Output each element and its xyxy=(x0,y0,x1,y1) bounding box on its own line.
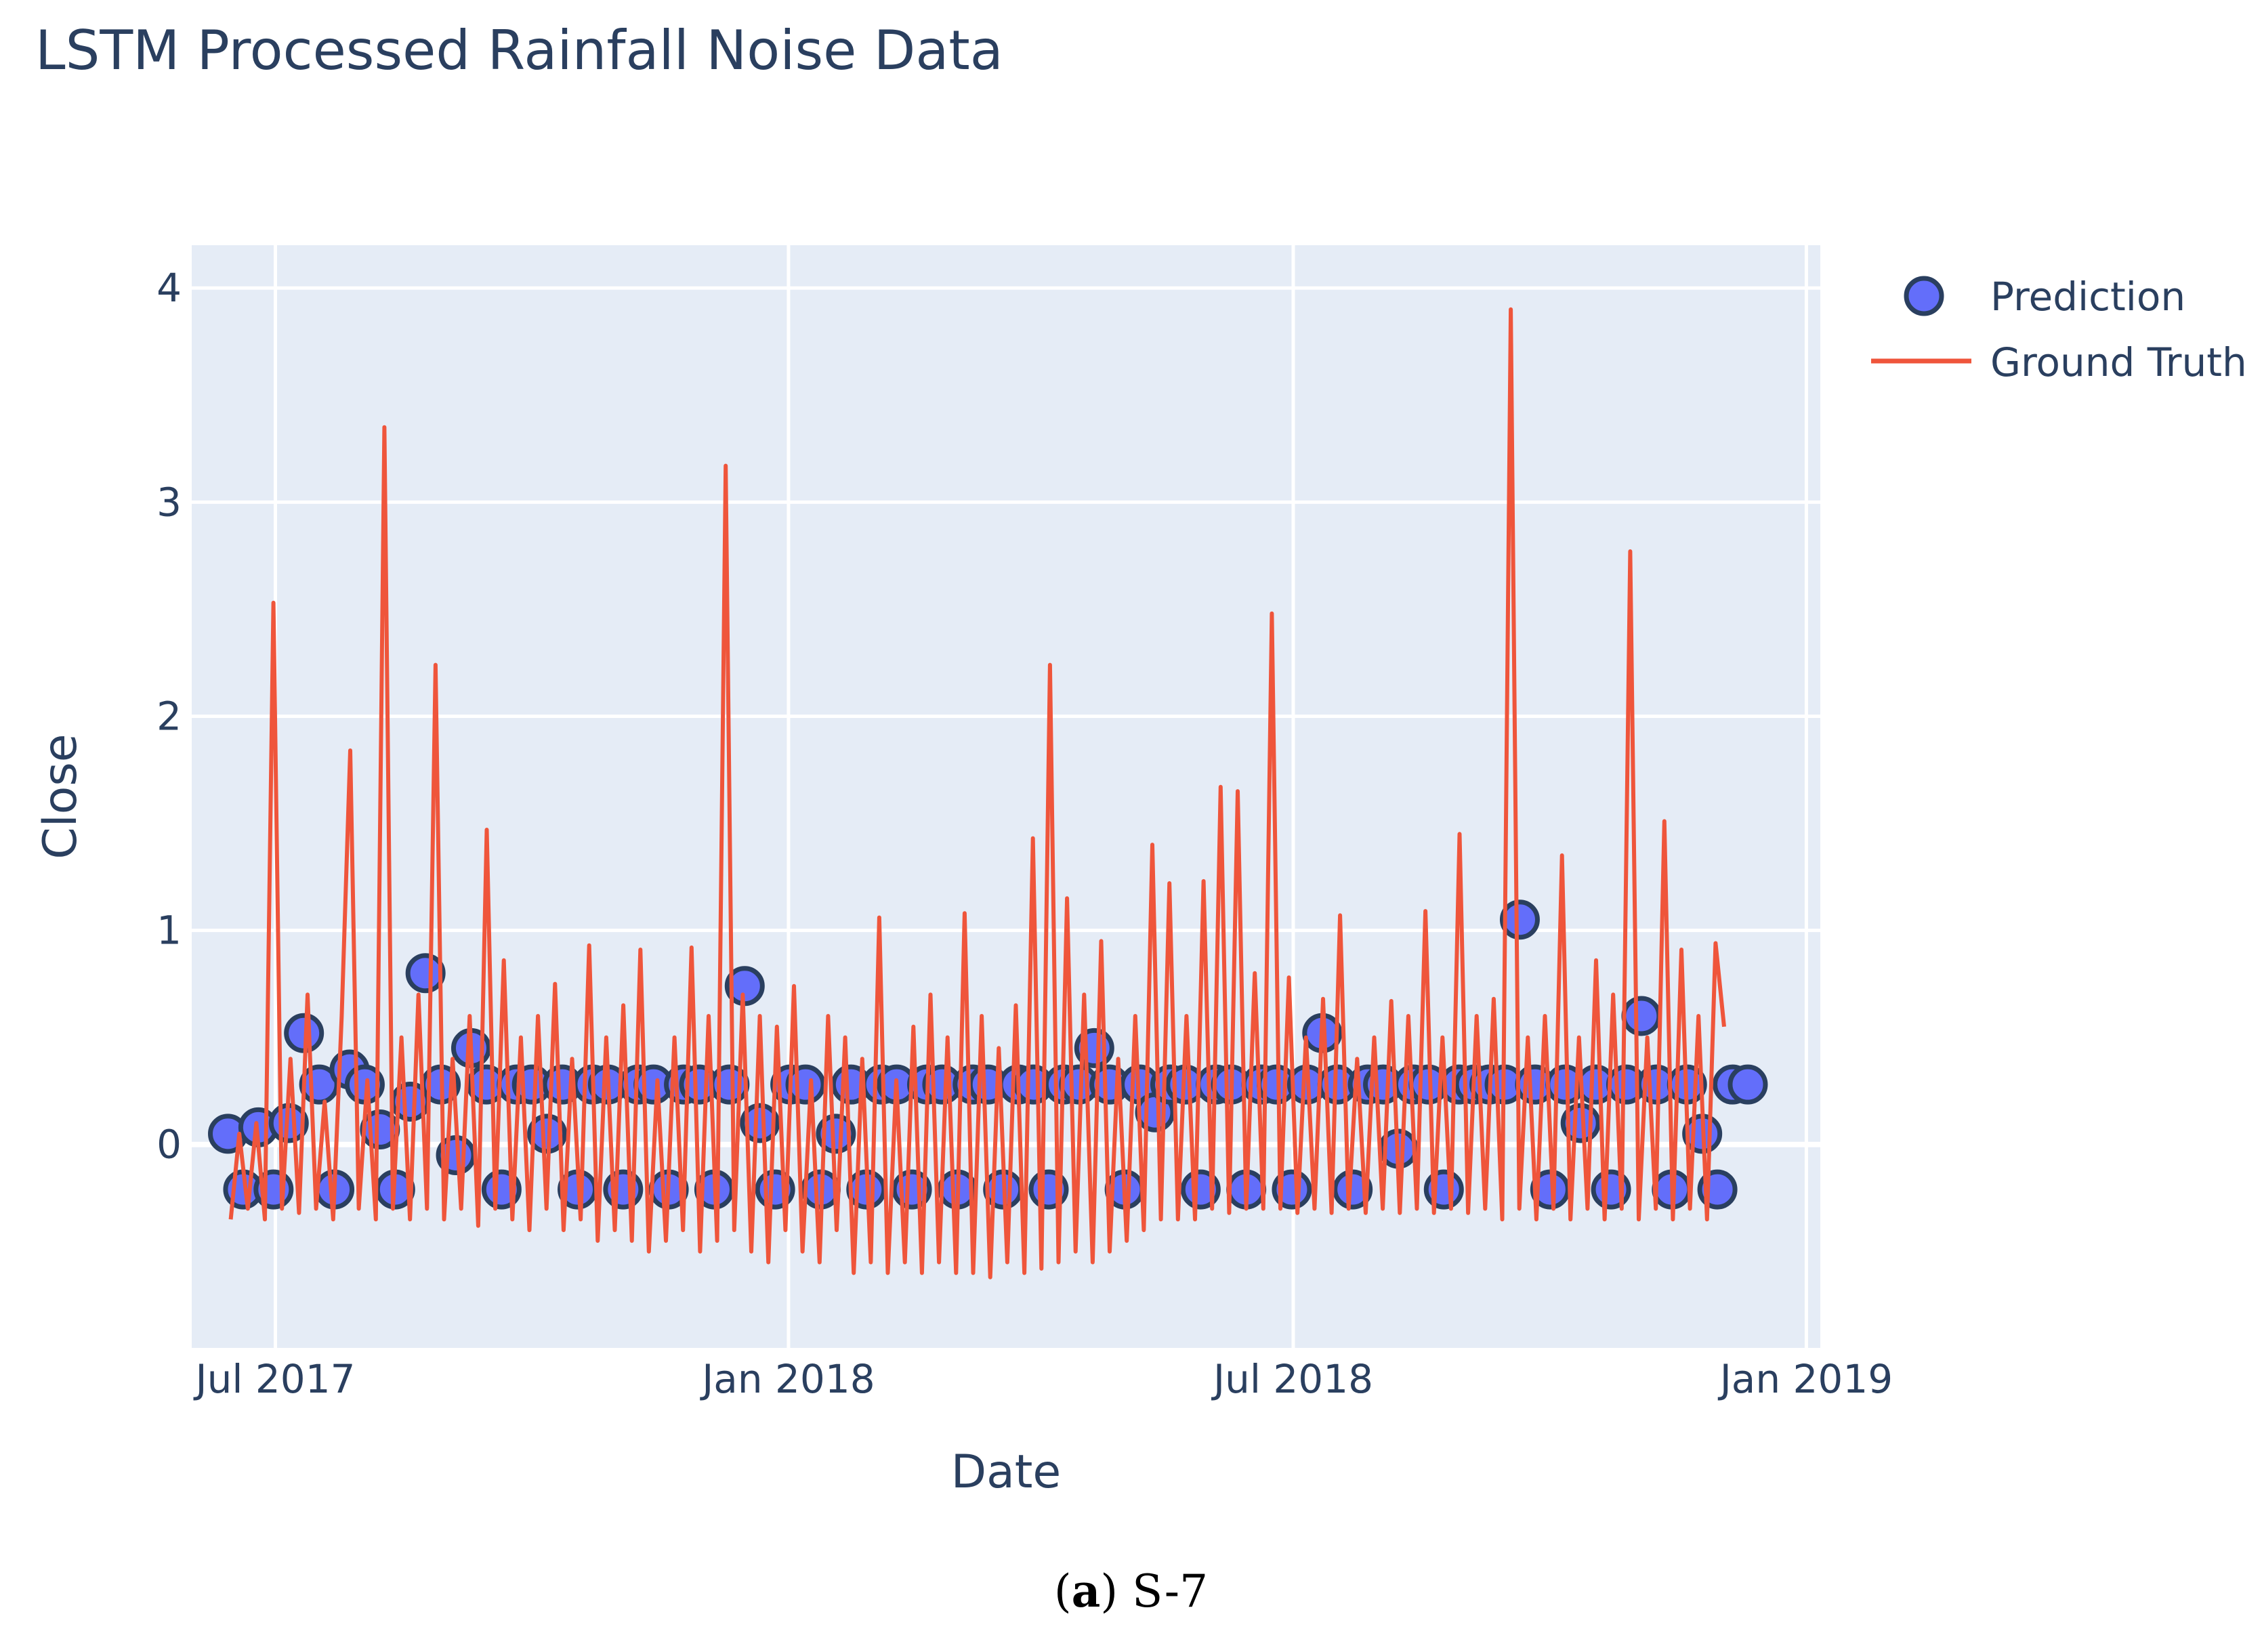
y-tick-label: 1 xyxy=(156,908,182,954)
prediction-point xyxy=(1621,996,1662,1036)
caption-label: a xyxy=(1071,1565,1101,1617)
x-tick-label: Jul 2018 xyxy=(1211,1356,1373,1402)
caption-text: S-7 xyxy=(1132,1565,1209,1617)
x-tick-label: Jan 2019 xyxy=(1718,1356,1893,1402)
prediction-point xyxy=(1727,1064,1768,1105)
chart-title: LSTM Processed Rainfall Noise Data xyxy=(35,19,1003,82)
y-tick-label: 4 xyxy=(156,265,182,311)
prediction-point xyxy=(1499,899,1540,940)
x-axis-title: Date xyxy=(951,1445,1062,1499)
y-tick-label: 0 xyxy=(156,1122,182,1168)
y-tick-label: 2 xyxy=(156,693,182,739)
prediction-point xyxy=(816,1114,856,1154)
x-tick-label: Jan 2018 xyxy=(700,1356,875,1402)
figure-caption: (a) S-7 xyxy=(1053,1565,1209,1617)
legend[interactable]: Prediction Ground Truth xyxy=(1871,274,2247,385)
legend-prediction-marker-icon xyxy=(1904,276,1944,316)
y-tick-label: 3 xyxy=(156,479,182,525)
ground-truth-line xyxy=(228,307,1726,1279)
prediction-point xyxy=(740,1103,780,1143)
legend-prediction-label: Prediction xyxy=(1990,274,2185,320)
y-tick-labels: 0 1 2 3 4 xyxy=(156,265,182,1167)
legend-ground-truth-label: Ground Truth xyxy=(1990,339,2247,385)
x-tick-label: Jul 2017 xyxy=(193,1356,355,1402)
y-axis-title: Close xyxy=(34,734,87,859)
x-tick-labels: Jul 2017 Jan 2018 Jul 2018 Jan 2019 xyxy=(193,1356,1893,1402)
prediction-point xyxy=(405,953,446,994)
prediction-point xyxy=(785,1064,826,1105)
